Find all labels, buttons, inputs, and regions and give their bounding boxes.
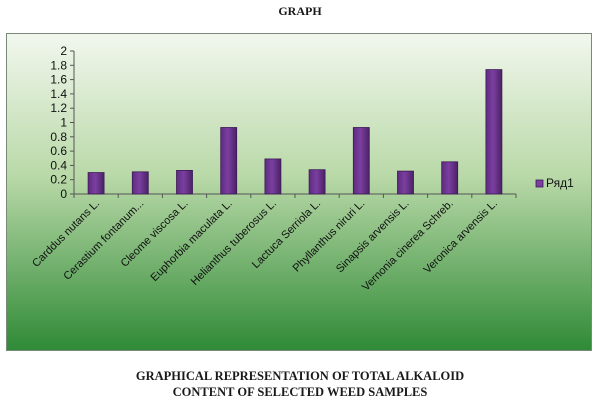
figure-heading: GRAPH xyxy=(278,4,322,18)
bar xyxy=(87,172,105,195)
bar xyxy=(441,161,459,195)
y-tick-label: 1.2 xyxy=(50,101,67,115)
bar xyxy=(220,127,238,195)
figure-caption-line2: CONTENT OF SELECTED WEED SAMPLES xyxy=(172,385,428,399)
legend-swatch xyxy=(535,179,544,188)
y-tick-label: 0.2 xyxy=(50,173,67,187)
y-tick-label: 1.4 xyxy=(50,87,67,101)
bar xyxy=(397,170,414,195)
chart: 0 0.2 0.4 0.6 0.8 1 1.2 1.4 1.6 1.8 2 Carddus nutan… xyxy=(6,33,592,351)
figure-caption-line1: GRAPHICAL REPRESENTATION OF TOTAL ALKALO… xyxy=(135,369,465,383)
bar xyxy=(264,158,282,195)
bar xyxy=(308,169,326,195)
bar xyxy=(352,127,370,195)
y-tick-label: 1 xyxy=(60,116,67,130)
bar xyxy=(131,171,149,195)
y-tick-label: 1.8 xyxy=(50,58,67,72)
y-tick-label: 0.6 xyxy=(50,144,67,158)
y-tick-label: 0.4 xyxy=(50,158,67,172)
y-tick-label: 2 xyxy=(60,44,67,58)
bar xyxy=(176,170,193,195)
legend-label: Ряд1 xyxy=(546,176,574,190)
bar xyxy=(485,69,503,195)
y-tick-label: 1.6 xyxy=(50,73,67,87)
y-tick-label: 0.8 xyxy=(50,130,67,144)
y-tick-label: 0 xyxy=(60,187,67,201)
